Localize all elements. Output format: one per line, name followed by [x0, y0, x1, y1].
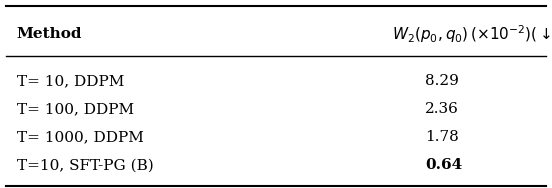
Text: Method: Method	[17, 27, 82, 41]
Text: $W_2(p_0, q_0)\,(\times 10^{-2})(\downarrow)$: $W_2(p_0, q_0)\,(\times 10^{-2})(\downar…	[392, 23, 552, 45]
Text: 2.36: 2.36	[425, 102, 459, 116]
Text: 0.64: 0.64	[425, 158, 462, 172]
Text: T= 10, DDPM: T= 10, DDPM	[17, 74, 124, 88]
Text: T= 100, DDPM: T= 100, DDPM	[17, 102, 134, 116]
Text: T= 1000, DDPM: T= 1000, DDPM	[17, 130, 144, 144]
Text: 1.78: 1.78	[425, 130, 459, 144]
Text: T=10, SFT-PG (B): T=10, SFT-PG (B)	[17, 158, 153, 172]
Text: 8.29: 8.29	[425, 74, 459, 88]
